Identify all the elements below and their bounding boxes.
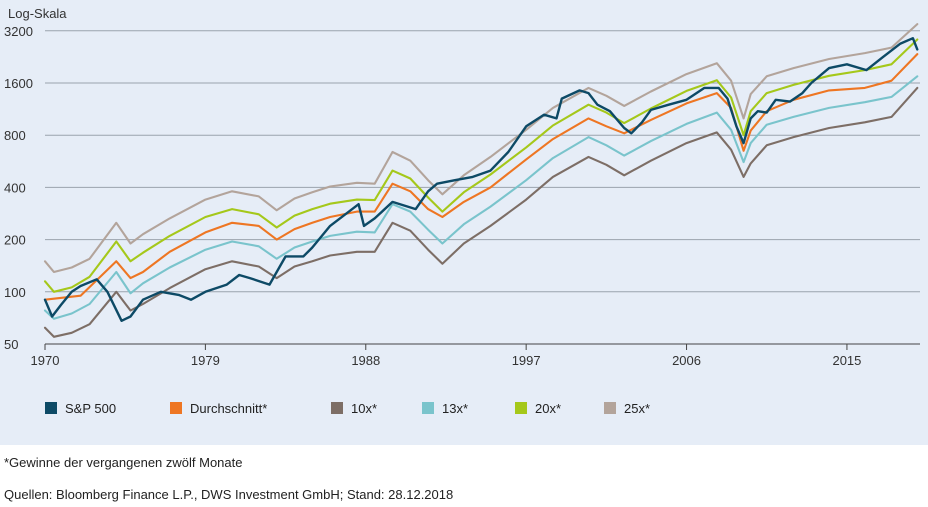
- y-tick-label-3200: 3200: [4, 24, 33, 39]
- series-line-25x: [43, 23, 919, 274]
- series-line-10x: [43, 86, 919, 338]
- y-tick-label-100: 100: [4, 285, 26, 300]
- legend-swatch-10x: [331, 402, 343, 414]
- series-line-20x: [43, 38, 919, 293]
- legend-swatch-20x: [515, 402, 527, 414]
- sources-note: Quellen: Bloomberg Finance L.P., DWS Inv…: [4, 487, 454, 502]
- legend-label-durchschnitt: Durchschnitt*: [190, 401, 267, 416]
- x-tick-label-1979: 1979: [191, 353, 220, 368]
- x-tick-label-2015: 2015: [832, 353, 861, 368]
- y-tick-label-800: 800: [4, 128, 26, 143]
- legend-label-25x: 25x*: [624, 401, 650, 416]
- x-tick-label-1988: 1988: [351, 353, 380, 368]
- x-tick-label-2006: 2006: [672, 353, 701, 368]
- legend-swatch-25x: [604, 402, 616, 414]
- footnote: *Gewinne der vergangenen zwölf Monate: [4, 455, 243, 470]
- x-tick-label-1970: 1970: [31, 353, 60, 368]
- y-scale-label: Log-Skala: [8, 6, 67, 21]
- x-tick-label-1997: 1997: [512, 353, 541, 368]
- y-tick-label-1600: 1600: [4, 76, 33, 91]
- y-tick-label-400: 400: [4, 180, 26, 195]
- chart-panel: Log-Skala 50 100 200 400 800 1600 3200 1970 1979 1…: [0, 0, 928, 445]
- legend-swatch-13x: [422, 402, 434, 414]
- y-tick-label-50: 50: [4, 337, 18, 352]
- series-line-13x: [43, 75, 919, 320]
- legend-label-10x: 10x*: [351, 401, 377, 416]
- legend-label-13x: 13x*: [442, 401, 468, 416]
- legend-label-s-p-500: S&P 500: [65, 401, 116, 416]
- legend-swatch-s-p-500: [45, 402, 57, 414]
- y-tick-label-200: 200: [4, 233, 26, 248]
- line-chart: Log-Skala 50 100 200 400 800 1600 3200 1970 1979 1…: [4, 6, 920, 416]
- series-line-s-p-500: [43, 37, 919, 322]
- legend-label-20x: 20x*: [535, 401, 561, 416]
- legend-swatch-durchschnitt: [170, 402, 182, 414]
- series-line-durchschnitt: [43, 53, 919, 301]
